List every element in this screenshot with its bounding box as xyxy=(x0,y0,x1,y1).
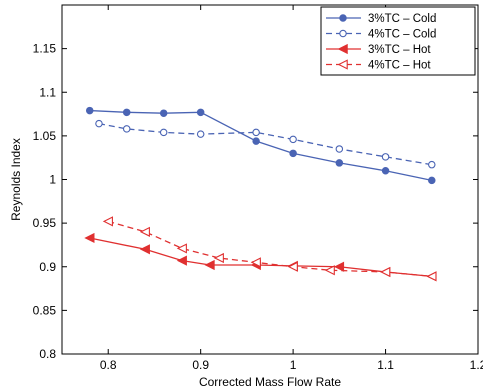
y-tick-label: 1.05 xyxy=(33,129,57,143)
legend-label: 4%TC – Hot xyxy=(368,60,431,72)
data-point xyxy=(426,271,437,282)
legend-entry: 3%TC – Hot xyxy=(326,43,431,56)
data-point xyxy=(176,243,187,254)
legend-entry: 4%TC – Cold xyxy=(326,29,436,41)
y-tick-label: 1.1 xyxy=(39,85,56,99)
legend-label: 4%TC – Cold xyxy=(368,29,436,41)
data-point xyxy=(289,149,297,158)
data-point xyxy=(324,265,335,276)
legend: 3%TC – Cold 4%TC – Cold 3%TC – Hot 4%TC – H… xyxy=(320,6,476,76)
data-point xyxy=(196,130,205,138)
data-point xyxy=(252,137,260,145)
data-point xyxy=(196,108,205,117)
data-point xyxy=(428,176,436,185)
data-point xyxy=(176,255,187,266)
data-point xyxy=(335,145,344,153)
legend-entry: 4%TC – Hot xyxy=(326,59,431,72)
data-point xyxy=(159,109,168,117)
legend-entry: 3%TC – Cold xyxy=(326,13,436,25)
legend-marker xyxy=(337,43,348,55)
data-point xyxy=(204,259,215,271)
data-point xyxy=(122,108,131,117)
plot-area xyxy=(84,106,437,282)
x-axis-label: Corrected Mass Flow Rate xyxy=(199,375,341,389)
series-2 xyxy=(95,119,436,169)
data-point xyxy=(122,125,131,133)
legend-label: 3%TC – Cold xyxy=(368,13,436,25)
y-tick-label: 0.9 xyxy=(39,260,56,274)
data-point xyxy=(102,216,113,227)
data-point xyxy=(213,252,224,264)
data-point xyxy=(250,257,261,268)
data-point xyxy=(159,128,168,137)
y-axis-label: Reynolds Index xyxy=(9,138,23,221)
y-tick-label: 0.85 xyxy=(33,303,57,317)
x-tick-label: 0.8 xyxy=(100,358,117,372)
y-tick-label: 0.95 xyxy=(33,216,57,230)
data-point xyxy=(381,167,390,175)
y-tick-label: 0.8 xyxy=(39,347,56,361)
data-point xyxy=(428,160,436,169)
series-1 xyxy=(85,106,436,185)
x-tick-label: 1.1 xyxy=(377,358,394,372)
data-point xyxy=(333,261,345,272)
data-point xyxy=(380,266,391,278)
legend-marker xyxy=(337,59,348,70)
legend-marker xyxy=(339,14,347,22)
x-tick-label: 1.2 xyxy=(470,358,483,372)
y-tick-label: 1 xyxy=(49,173,56,187)
legend-marker xyxy=(339,29,347,38)
series-4 xyxy=(102,216,437,282)
legend-label: 3%TC – Hot xyxy=(368,44,431,56)
data-point xyxy=(85,106,94,115)
data-point xyxy=(335,159,344,167)
data-point xyxy=(84,232,95,244)
data-point xyxy=(287,261,298,272)
x-tick-label: 1 xyxy=(290,358,297,372)
y-tick-label: 1.15 xyxy=(33,42,57,56)
x-tick-label: 0.9 xyxy=(192,358,209,372)
data-point xyxy=(252,128,260,137)
series-line xyxy=(98,123,432,166)
data-point xyxy=(95,119,103,128)
data-point xyxy=(381,153,390,161)
data-point xyxy=(289,135,297,144)
axis-ticks: 0.8 0.9 1 1.1 1.2 0.8 0.85 0.9 0.95 1 1.05 1.1 1.15 xyxy=(33,5,483,372)
data-point xyxy=(139,244,150,255)
data-point xyxy=(139,226,150,237)
